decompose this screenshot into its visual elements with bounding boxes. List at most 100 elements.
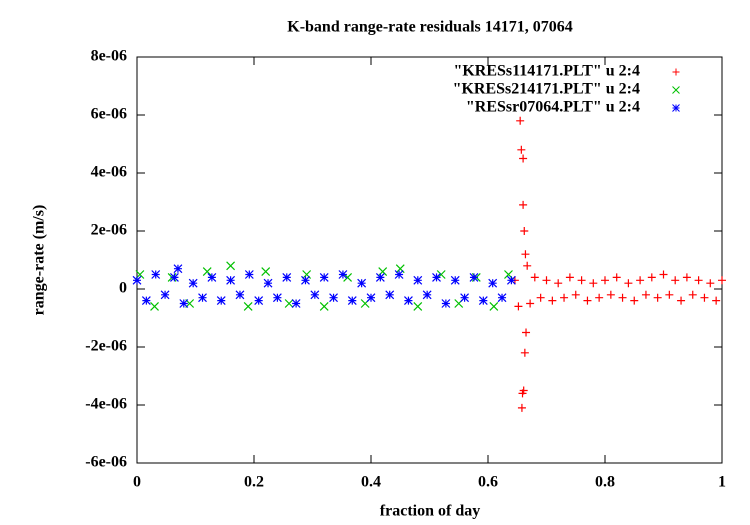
point (718, 276, 726, 285)
point (338, 270, 348, 279)
point (198, 293, 207, 303)
x-tick-label: 0 (133, 474, 141, 491)
x-tick-label: 0.2 (244, 474, 264, 491)
point (243, 301, 253, 311)
point (520, 227, 529, 235)
point (517, 145, 526, 154)
point (671, 276, 680, 285)
point (712, 296, 721, 305)
point (170, 272, 179, 282)
y-tick-label: 0 (119, 280, 127, 297)
point (514, 302, 523, 311)
point (150, 301, 159, 311)
legend-label: "RESsr07064.PLT" u 2:4 (466, 99, 640, 116)
x-tick-label: 0.6 (478, 474, 498, 491)
point (375, 272, 385, 282)
point (188, 278, 198, 288)
legend-marker (672, 104, 680, 112)
point (413, 275, 423, 285)
y-tick-label: 2e-06 (91, 222, 127, 239)
point (394, 270, 404, 279)
point (284, 299, 294, 308)
point (310, 290, 320, 300)
point (589, 279, 598, 288)
point (519, 386, 528, 395)
point (488, 278, 498, 288)
point (517, 403, 526, 412)
point (432, 272, 441, 282)
point (478, 296, 488, 306)
point (647, 273, 656, 282)
point (624, 279, 633, 288)
legend-marker (672, 68, 680, 76)
point (565, 273, 574, 282)
legend-marker (672, 86, 680, 94)
point (216, 296, 226, 306)
point (254, 296, 264, 306)
point (226, 275, 236, 285)
point (583, 296, 592, 305)
point (542, 276, 551, 285)
point (653, 293, 662, 302)
point (302, 270, 312, 279)
point (560, 293, 569, 302)
point (202, 267, 212, 277)
point (641, 290, 650, 299)
legend-label: "KRESs214171.PLT" u 2:4 (453, 81, 640, 98)
point (618, 293, 627, 302)
point (677, 296, 686, 305)
point (319, 272, 329, 282)
point (571, 290, 580, 299)
point (173, 264, 183, 274)
x-tick-label: 0.4 (361, 474, 381, 491)
point (261, 267, 271, 277)
point (630, 296, 639, 305)
point (329, 293, 338, 303)
x-axis-label: fraction of day (380, 503, 480, 520)
point (688, 290, 697, 299)
point (141, 296, 151, 306)
point (519, 154, 528, 163)
point (441, 299, 451, 308)
point (263, 278, 273, 288)
point (682, 273, 691, 282)
point (404, 296, 413, 306)
point (497, 293, 507, 303)
point (272, 293, 282, 303)
point (516, 116, 525, 125)
point (395, 264, 405, 274)
point (554, 279, 563, 288)
point (132, 275, 142, 285)
point (469, 272, 479, 282)
point (706, 279, 715, 288)
point (595, 293, 604, 302)
point (523, 261, 532, 270)
legend-label: "KRESs114171.PLT" u 2:4 (453, 63, 640, 80)
point (151, 270, 161, 279)
point (522, 328, 531, 337)
point (226, 261, 236, 271)
point (347, 296, 357, 306)
point (160, 290, 170, 300)
point (521, 250, 530, 259)
point (282, 272, 292, 282)
plot-border (136, 56, 723, 464)
point (450, 275, 460, 285)
point (548, 296, 557, 305)
point (700, 293, 709, 302)
y-tick-label: -4e-06 (85, 396, 127, 413)
point (520, 348, 529, 357)
point (366, 293, 376, 303)
point (489, 301, 499, 311)
point (536, 293, 545, 302)
point (577, 276, 586, 285)
point (291, 299, 301, 308)
point (422, 290, 432, 300)
point (601, 276, 609, 285)
point (519, 200, 528, 209)
y-axis-label: range-rate (m/s) (31, 205, 48, 316)
point (235, 290, 245, 300)
point (179, 299, 189, 308)
point (460, 293, 470, 303)
